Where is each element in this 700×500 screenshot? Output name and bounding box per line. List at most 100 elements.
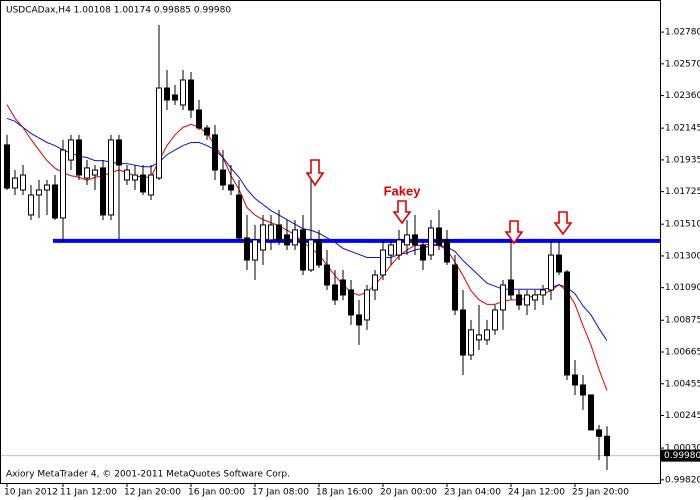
candle-body: [260, 224, 266, 251]
y-tick-label: 1.01300: [665, 251, 700, 261]
candle-body: [156, 87, 162, 179]
candle-body: [236, 194, 242, 239]
candle-body: [100, 167, 106, 216]
moving-average: [6, 104, 608, 391]
price-label: 0.99980: [664, 451, 700, 461]
candle-body: [532, 294, 538, 301]
candle-body: [60, 149, 66, 219]
candle-body: [452, 264, 458, 311]
candle-body: [572, 374, 578, 386]
candle-body: [244, 237, 250, 261]
candle-body: [164, 87, 170, 101]
y-tick-label: 1.02780: [665, 28, 700, 38]
candle-body: [484, 329, 490, 341]
x-tick-label: 12 Jan 20:00: [124, 488, 181, 498]
candle-body: [460, 309, 466, 356]
x-tick-label: 23 Jan 04:00: [444, 488, 501, 498]
candle-body: [468, 329, 474, 356]
candle-body: [4, 144, 10, 189]
y-tick-label: 1.00245: [665, 411, 700, 421]
candle-body: [428, 227, 434, 256]
plot-area: [0, 24, 660, 470]
candle-body: [492, 309, 498, 331]
candle-body: [220, 169, 226, 186]
x-tick-label: 24 Jan 12:00: [508, 488, 565, 498]
x-tick-label: 25 Jan 20:00: [572, 488, 629, 498]
candle-body: [172, 94, 178, 101]
arrows: [305, 159, 573, 245]
candle-body: [604, 435, 610, 457]
candle-body: [516, 294, 522, 306]
candle-body: [388, 244, 394, 256]
candle-body: [580, 384, 586, 396]
candle-body: [332, 284, 338, 301]
candle-body: [324, 264, 330, 286]
candle-body: [596, 429, 602, 437]
x-tick-label: 20 Jan 00:00: [380, 488, 437, 498]
arrow: [305, 159, 325, 187]
candle-body: [380, 249, 386, 276]
candle-body: [412, 234, 418, 246]
x-tick-label: 17 Jan 08:00: [252, 488, 309, 498]
candle-body: [476, 334, 482, 341]
candle-body: [444, 239, 450, 263]
candle-body: [292, 229, 298, 246]
y-tick-label: 1.00030: [665, 444, 700, 454]
candle-body: [404, 234, 410, 246]
candle-body: [252, 239, 258, 261]
y-tick-label: 1.01725: [665, 187, 700, 197]
candle-body: [372, 274, 378, 291]
y-tick-label: 1.01935: [665, 155, 700, 165]
price-label-box: [661, 449, 700, 462]
candle-body: [20, 174, 26, 191]
chart-title: USDCADax,H4 1.00108 1.00174 0.99885 0.99…: [6, 6, 231, 16]
candle-body: [36, 189, 42, 196]
x-tick-label: 18 Jan 16:00: [316, 488, 373, 498]
y-tick-label: 1.00875: [665, 316, 700, 326]
moving-average: [6, 117, 608, 341]
candle-body: [348, 289, 354, 316]
y-tick-label: 1.02360: [665, 91, 700, 101]
candle-body: [524, 294, 530, 306]
candle-body: [284, 234, 290, 246]
candle-body: [316, 239, 322, 266]
plot-border: [0, 0, 661, 484]
candle-body: [340, 279, 346, 296]
candle-body: [500, 284, 506, 311]
candle-body: [76, 139, 82, 176]
candle-body: [548, 254, 554, 291]
x-tick-label: 16 Jan 00:00: [188, 488, 245, 498]
candle-body: [300, 229, 306, 271]
candle-body: [204, 127, 210, 136]
candle-body: [52, 184, 58, 219]
arrow: [553, 211, 573, 236]
candle-body: [124, 169, 130, 181]
candle-body: [420, 244, 426, 261]
candle-body: [140, 174, 146, 193]
y-tick-label: 1.02570: [665, 59, 700, 69]
candle-body: [84, 167, 90, 179]
candle-body: [132, 174, 138, 181]
y-tick-label: 1.00665: [665, 348, 700, 358]
candle-body: [308, 239, 314, 271]
candle-body: [180, 79, 186, 106]
candle-body: [148, 174, 154, 196]
arrow: [504, 220, 524, 245]
candle-body: [196, 109, 202, 129]
candle-body: [508, 279, 514, 296]
candle-body: [396, 239, 402, 256]
candle-body: [356, 314, 362, 326]
arrow: [392, 200, 412, 225]
candle-body: [588, 394, 594, 431]
candle-body: [436, 227, 442, 246]
y-tick-label: 1.01510: [665, 220, 700, 230]
y-tick-label: 1.00455: [665, 379, 700, 389]
candle-body: [92, 169, 98, 176]
y-tick-label: 1.02145: [665, 124, 700, 134]
footer: Axiory MetaTrader 4, © 2001-2011 MetaQuo…: [6, 470, 290, 480]
candle-body: [556, 254, 562, 273]
candle-body: [28, 194, 34, 216]
